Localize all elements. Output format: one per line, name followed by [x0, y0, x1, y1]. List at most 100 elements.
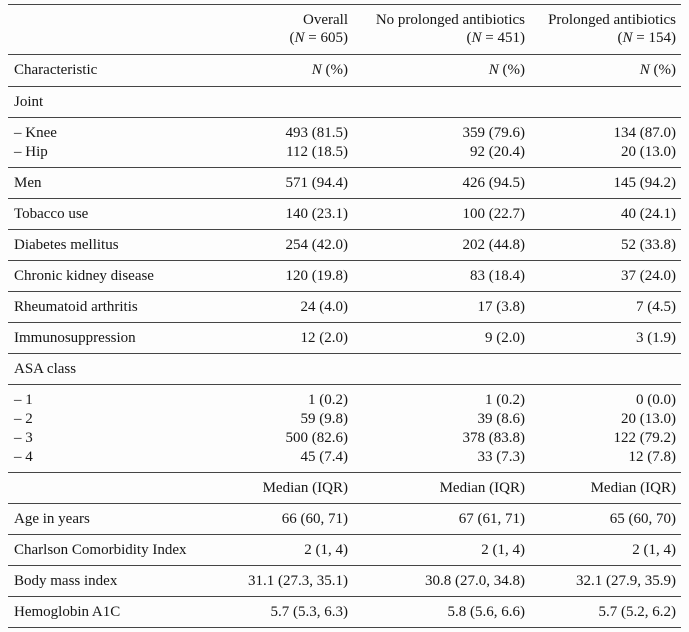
cell-no-prolonged: 9 (2.0): [348, 322, 525, 354]
cell-prolonged: 20 (13.0): [525, 143, 681, 168]
row-hemoglobin-a1c: Hemoglobin A1C 5.7 (5.3, 6.3) 5.8 (5.6, …: [8, 596, 681, 628]
n-value: = 154): [632, 30, 676, 46]
cell-overall: 24 (4.0): [224, 291, 348, 323]
row-label: Rheumatoid arthritis: [8, 291, 224, 323]
cell-overall: [224, 86, 348, 118]
row-label: Chronic kidney disease: [8, 260, 224, 292]
cell-prolonged: 134 (87.0): [613, 125, 677, 141]
column-title: Overall: [303, 12, 348, 28]
row-charlson-comorbidity-index: Charlson Comorbidity Index 2 (1, 4) 2 (1…: [8, 534, 681, 566]
cell-overall: 571 (94.4): [224, 167, 348, 199]
n-symbol: N: [639, 62, 650, 78]
paren-open: (: [617, 30, 623, 46]
n-symbol: N: [471, 30, 482, 46]
cell-no-prolonged: [348, 86, 525, 118]
cell-prolonged: [525, 86, 681, 118]
cell-prolonged: 2 (1, 4): [525, 534, 681, 566]
cell-overall: 31.1 (27.3, 35.1): [224, 565, 348, 597]
row-asa-class-section: ASA class: [8, 353, 681, 385]
median-iqr-header: Median (IQR): [224, 472, 348, 504]
cell-no-prolonged: 359 (79.6): [462, 125, 526, 141]
cell-overall: 254 (42.0): [224, 229, 348, 261]
characteristic-subheader-row: Characteristic N (%) N (%) N (%): [8, 54, 681, 87]
cell-no-prolonged: 92 (20.4): [348, 143, 525, 168]
column-n-count: (N = 451): [348, 29, 525, 47]
cell-no-prolonged: 67 (61, 71): [348, 503, 525, 535]
row-label: – 2: [14, 411, 33, 427]
cell-overall: 1 (0.2): [308, 392, 348, 408]
row-asa-4: – 4 45 (7.4) 33 (7.3) 12 (7.8): [8, 448, 681, 473]
n-percent-header: N (%): [525, 54, 681, 87]
column-header-no-prolonged-antibiotics: No prolonged antibiotics (N = 451): [348, 4, 525, 55]
cell-overall: 140 (23.1): [224, 198, 348, 230]
column-title: Prolonged antibiotics: [548, 12, 676, 28]
cell-prolonged: 37 (24.0): [525, 260, 681, 292]
cell-prolonged: 65 (60, 70): [525, 503, 681, 535]
row-label: Body mass index: [8, 565, 224, 597]
row-joint-section: Joint: [8, 86, 681, 118]
n-symbol: N: [311, 62, 322, 78]
column-n-count: (N = 605): [224, 29, 348, 47]
row-label: Age in years: [8, 503, 224, 535]
n-percent-header: N (%): [224, 54, 349, 87]
cell-overall: 493 (81.5): [285, 125, 349, 141]
cell-no-prolonged: 33 (7.3): [348, 448, 525, 473]
cell-prolonged: 12 (7.8): [525, 448, 681, 473]
cell-no-prolonged: 17 (3.8): [348, 291, 525, 323]
column-n-count: (N = 154): [525, 29, 676, 47]
cell-overall: 45 (7.4): [224, 448, 348, 473]
n-value: = 451): [481, 30, 525, 46]
median-iqr-subheader-row: Median (IQR) Median (IQR) Median (IQR): [8, 472, 681, 504]
cell-no-prolonged: 83 (18.4): [348, 260, 525, 292]
row-label: Charlson Comorbidity Index: [8, 534, 224, 566]
row-label: Hemoglobin A1C: [8, 596, 224, 628]
cell-no-prolonged: [348, 353, 525, 385]
row-label: Immunosuppression: [8, 322, 224, 354]
row-label: ASA class: [8, 353, 224, 385]
row-tobacco-use: Tobacco use 140 (23.1) 100 (22.7) 40 (24…: [8, 198, 681, 230]
cell-no-prolonged: 1 (0.2): [485, 392, 525, 408]
cell-overall: 59 (9.8): [300, 411, 349, 427]
row-hip: – Hip 112 (18.5) 92 (20.4) 20 (13.0): [8, 143, 681, 168]
n-percent-header: N (%): [348, 54, 526, 87]
cell-no-prolonged: 5.8 (5.6, 6.6): [348, 596, 525, 628]
cell-overall: 2 (1, 4): [224, 534, 348, 566]
cell-prolonged: 3 (1.9): [525, 322, 681, 354]
row-label: – Hip: [8, 143, 224, 168]
cell-prolonged: 40 (24.1): [525, 198, 681, 230]
cell-overall: 66 (60, 71): [224, 503, 348, 535]
column-header-overall: Overall (N = 605): [224, 4, 348, 55]
row-label: Diabetes mellitus: [8, 229, 224, 261]
patient-characteristics-table: Overall (N = 605) No prolonged antibioti…: [8, 4, 681, 628]
row-label: Joint: [8, 86, 224, 118]
row-label: Men: [8, 167, 224, 199]
percent-text: (%): [498, 62, 526, 78]
characteristic-label: Characteristic: [8, 54, 224, 87]
cell-prolonged: [525, 353, 681, 385]
cell-no-prolonged: 426 (94.5): [348, 167, 525, 199]
cell-prolonged: 32.1 (27.9, 35.9): [525, 565, 681, 597]
row-men: Men 571 (94.4) 426 (94.5) 145 (94.2): [8, 167, 681, 199]
row-asa-2: – 2 59 (9.8) 39 (8.6) 20 (13.0): [8, 410, 681, 429]
cell-no-prolonged: 30.8 (27.0, 34.8): [348, 565, 525, 597]
cell-no-prolonged: 39 (8.6): [477, 411, 526, 427]
n-value: = 605): [304, 30, 348, 46]
cell-overall: 12 (2.0): [224, 322, 348, 354]
percent-text: (%): [649, 62, 677, 78]
n-symbol: N: [622, 30, 633, 46]
row-immunosuppression: Immunosuppression 12 (2.0) 9 (2.0) 3 (1.…: [8, 322, 681, 354]
cell-overall: 112 (18.5): [224, 143, 348, 168]
median-iqr-header: Median (IQR): [348, 472, 525, 504]
row-diabetes-mellitus: Diabetes mellitus 254 (42.0) 202 (44.8) …: [8, 229, 681, 261]
row-asa-3: – 3 500 (82.6) 378 (83.8) 122 (79.2): [8, 429, 681, 448]
row-label: – 4: [8, 448, 224, 473]
cell-overall: 120 (19.8): [224, 260, 348, 292]
cell-prolonged: 20 (13.0): [621, 411, 676, 427]
n-symbol: N: [488, 62, 499, 78]
percent-text: (%): [321, 62, 349, 78]
header-empty-cell: [8, 4, 224, 55]
row-age-in-years: Age in years 66 (60, 71) 67 (61, 71) 65 …: [8, 503, 681, 535]
row-rheumatoid-arthritis: Rheumatoid arthritis 24 (4.0) 17 (3.8) 7…: [8, 291, 681, 323]
empty-label-cell: [8, 472, 224, 504]
cell-overall: 500 (82.6): [285, 430, 349, 446]
